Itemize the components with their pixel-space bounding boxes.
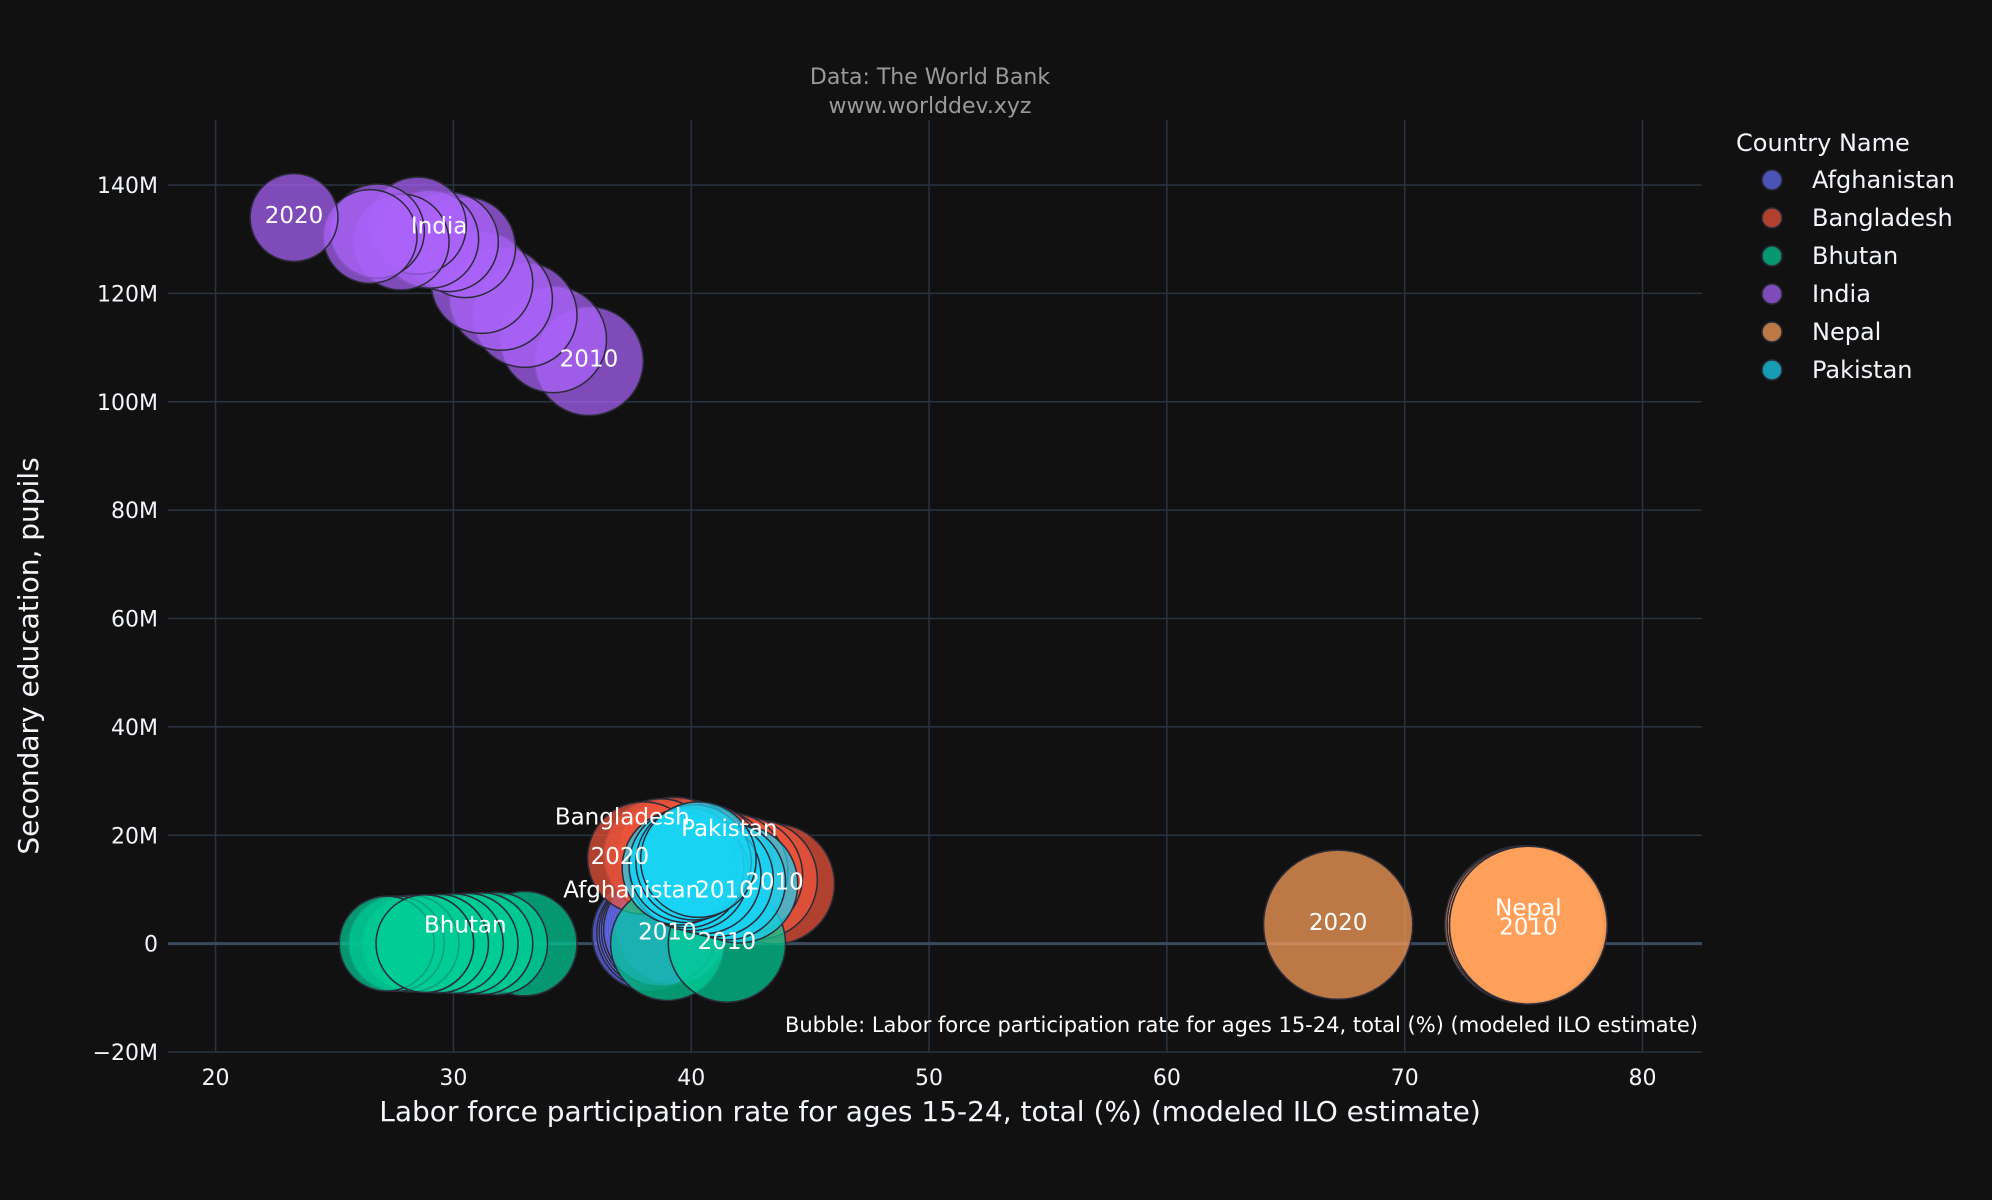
x-tick-label: 80 <box>1629 1066 1657 1091</box>
legend-item-bhutan[interactable]: Bhutan <box>1761 242 1898 270</box>
point-label: Afghanistan <box>563 877 700 903</box>
x-tick-labels: 20 30 40 50 60 70 80 <box>202 1066 1657 1091</box>
bubble-point[interactable] <box>375 894 475 994</box>
legend-label: Bangladesh <box>1812 204 1953 232</box>
legend-marker <box>1761 169 1783 191</box>
x-tick-label: 30 <box>439 1066 467 1091</box>
series-india <box>249 172 645 417</box>
point-label: Bangladesh <box>555 804 690 830</box>
legend-marker <box>1761 359 1783 381</box>
x-tick-label: 70 <box>1391 1066 1419 1091</box>
point-label: Pakistan <box>681 816 777 842</box>
legend-label: Afghanistan <box>1812 166 1955 194</box>
point-label: 2010 <box>560 346 619 372</box>
y-tick-label: 40M <box>111 716 158 741</box>
source-line-1: Data: The World Bank <box>810 65 1050 90</box>
point-label: 2010 <box>638 920 697 946</box>
point-label: 2010 <box>698 929 757 955</box>
y-tick-label: 140M <box>97 174 158 199</box>
y-tick-label: −20M <box>93 1041 158 1066</box>
legend-marker <box>1761 207 1783 229</box>
y-tick-label: 100M <box>97 391 158 416</box>
point-label: 2010 <box>1499 914 1558 940</box>
point-label: 2020 <box>591 844 650 870</box>
legend: Country Name Afghanistan Bangladesh Bhutan… <box>1736 129 1955 384</box>
x-tick-label: 20 <box>202 1066 230 1091</box>
legend-label: India <box>1812 280 1871 308</box>
x-axis-title: Labor force participation rate for ages … <box>379 1095 1481 1128</box>
bubble-point[interactable] <box>1448 845 1609 1005</box>
y-tick-label: 80M <box>111 499 158 524</box>
legend-label: Pakistan <box>1812 356 1913 384</box>
point-label: 2020 <box>265 203 324 229</box>
x-tick-label: 50 <box>915 1066 943 1091</box>
legend-title: Country Name <box>1736 129 1910 157</box>
legend-marker <box>1761 245 1783 267</box>
bubble-point[interactable] <box>639 801 757 919</box>
bubble-point[interactable] <box>1262 849 1414 1001</box>
point-label: India <box>411 214 467 240</box>
series-pakistan <box>621 801 799 944</box>
bubble-point[interactable] <box>322 188 418 285</box>
legend-item-nepal[interactable]: Nepal <box>1761 318 1881 346</box>
bubble-layer <box>249 172 1609 1005</box>
x-tick-label: 60 <box>1153 1066 1181 1091</box>
legend-marker <box>1761 321 1783 343</box>
source-line-2: www.worlddev.xyz <box>829 94 1032 119</box>
series-bhutan <box>338 884 787 1004</box>
y-tick-labels: −20M 0 20M 40M 60M 80M 100M 120M 140M <box>93 174 158 1066</box>
x-tick-label: 40 <box>677 1066 705 1091</box>
y-tick-label: 60M <box>111 608 158 633</box>
point-label: 2010 <box>695 877 754 903</box>
bubble-point[interactable] <box>249 172 339 263</box>
legend-item-afghanistan[interactable]: Afghanistan <box>1761 166 1955 194</box>
point-label: 2010 <box>745 869 804 895</box>
legend-item-pakistan[interactable]: Pakistan <box>1761 356 1913 384</box>
series-nepal <box>1262 845 1609 1005</box>
legend-item-india[interactable]: India <box>1761 280 1871 308</box>
y-tick-label: 120M <box>97 282 158 307</box>
point-label: 2020 <box>1309 910 1368 936</box>
legend-item-bangladesh[interactable]: Bangladesh <box>1761 204 1953 232</box>
legend-label: Nepal <box>1812 318 1881 346</box>
y-tick-label: 0 <box>144 933 158 958</box>
point-label: Nepal <box>1495 895 1561 921</box>
bubble-size-note: Bubble: Labor force participation rate f… <box>785 1013 1698 1037</box>
legend-label: Bhutan <box>1812 242 1898 270</box>
point-label: Bhutan <box>424 913 507 939</box>
legend-marker <box>1761 283 1783 305</box>
y-tick-label: 20M <box>111 824 158 849</box>
y-axis-title: Secondary education, pupils <box>12 457 45 854</box>
